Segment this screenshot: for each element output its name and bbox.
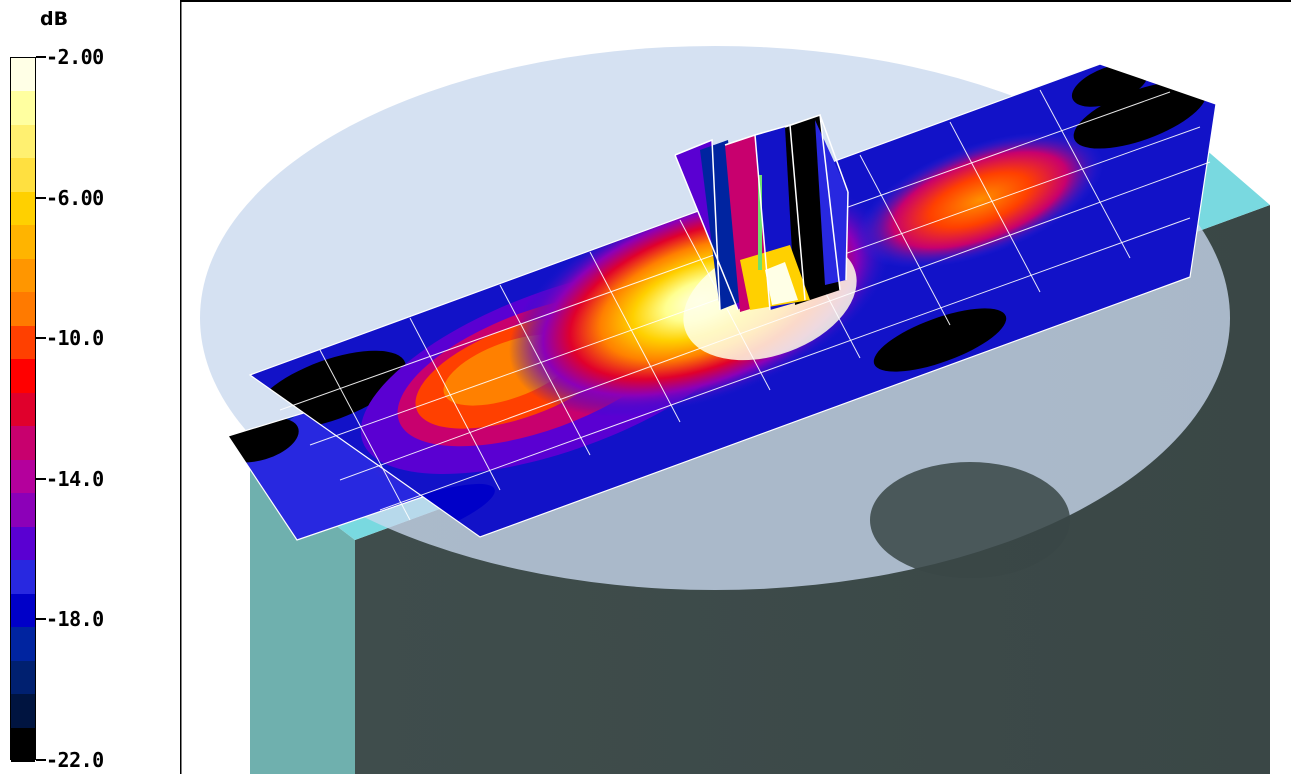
colorbar-swatch: [11, 627, 35, 662]
colorbar-swatch: [11, 158, 35, 193]
colorbar-unit-label: dB: [40, 8, 69, 30]
colorbar-tick-label: -14.0: [46, 466, 104, 491]
colorbar-swatch: [11, 91, 35, 126]
colorbar-swatch: [11, 593, 35, 628]
3d-scene: [180, 0, 1291, 774]
3d-field-viewport[interactable]: [180, 0, 1291, 774]
colorbar-swatch: [11, 727, 35, 762]
colorbar-swatch: [11, 258, 35, 293]
colorbar-swatch: [11, 426, 35, 461]
colorbar-tick-label: -18.0: [46, 607, 104, 632]
volume-slices: [674, 113, 849, 312]
colorbar-swatch: [11, 526, 35, 561]
colorbar-gradient: [10, 57, 36, 762]
colorbar-swatch: [11, 660, 35, 695]
colorbar-swatch: [11, 560, 35, 595]
colorbar-swatch: [11, 225, 35, 260]
colorbar-tick-mark: [36, 759, 46, 761]
colorbar-swatch: [11, 292, 35, 327]
colorbar-swatch: [11, 392, 35, 427]
colorbar-tick-label: -10.0: [46, 326, 104, 351]
colorbar-swatch: [11, 124, 35, 159]
colorbar-tick-mark: [36, 196, 46, 199]
colorbar-tick-mark: [36, 337, 46, 340]
colorbar-legend: dB -2.00 -6.00 -10.0 -14.0 -18.0 -22.0: [0, 0, 180, 774]
colorbar-swatch: [11, 325, 35, 360]
colorbar-tick-mark: [36, 618, 46, 621]
colorbar-swatch: [11, 694, 35, 729]
colorbar-swatch: [11, 459, 35, 494]
colorbar-tick-label: -22.0: [46, 748, 104, 772]
colorbar-swatch: [11, 58, 35, 93]
phantom-block-side: [250, 460, 355, 774]
colorbar-tick-label: -2.00: [46, 45, 104, 69]
colorbar-tick-mark: [36, 56, 46, 58]
colorbar-tick-label: -6.00: [46, 185, 104, 210]
colorbar-swatch: [11, 191, 35, 226]
phantom-recess: [870, 462, 1070, 578]
colorbar-swatch: [11, 359, 35, 394]
colorbar-tick-mark: [36, 477, 46, 480]
colorbar-swatch: [11, 493, 35, 528]
